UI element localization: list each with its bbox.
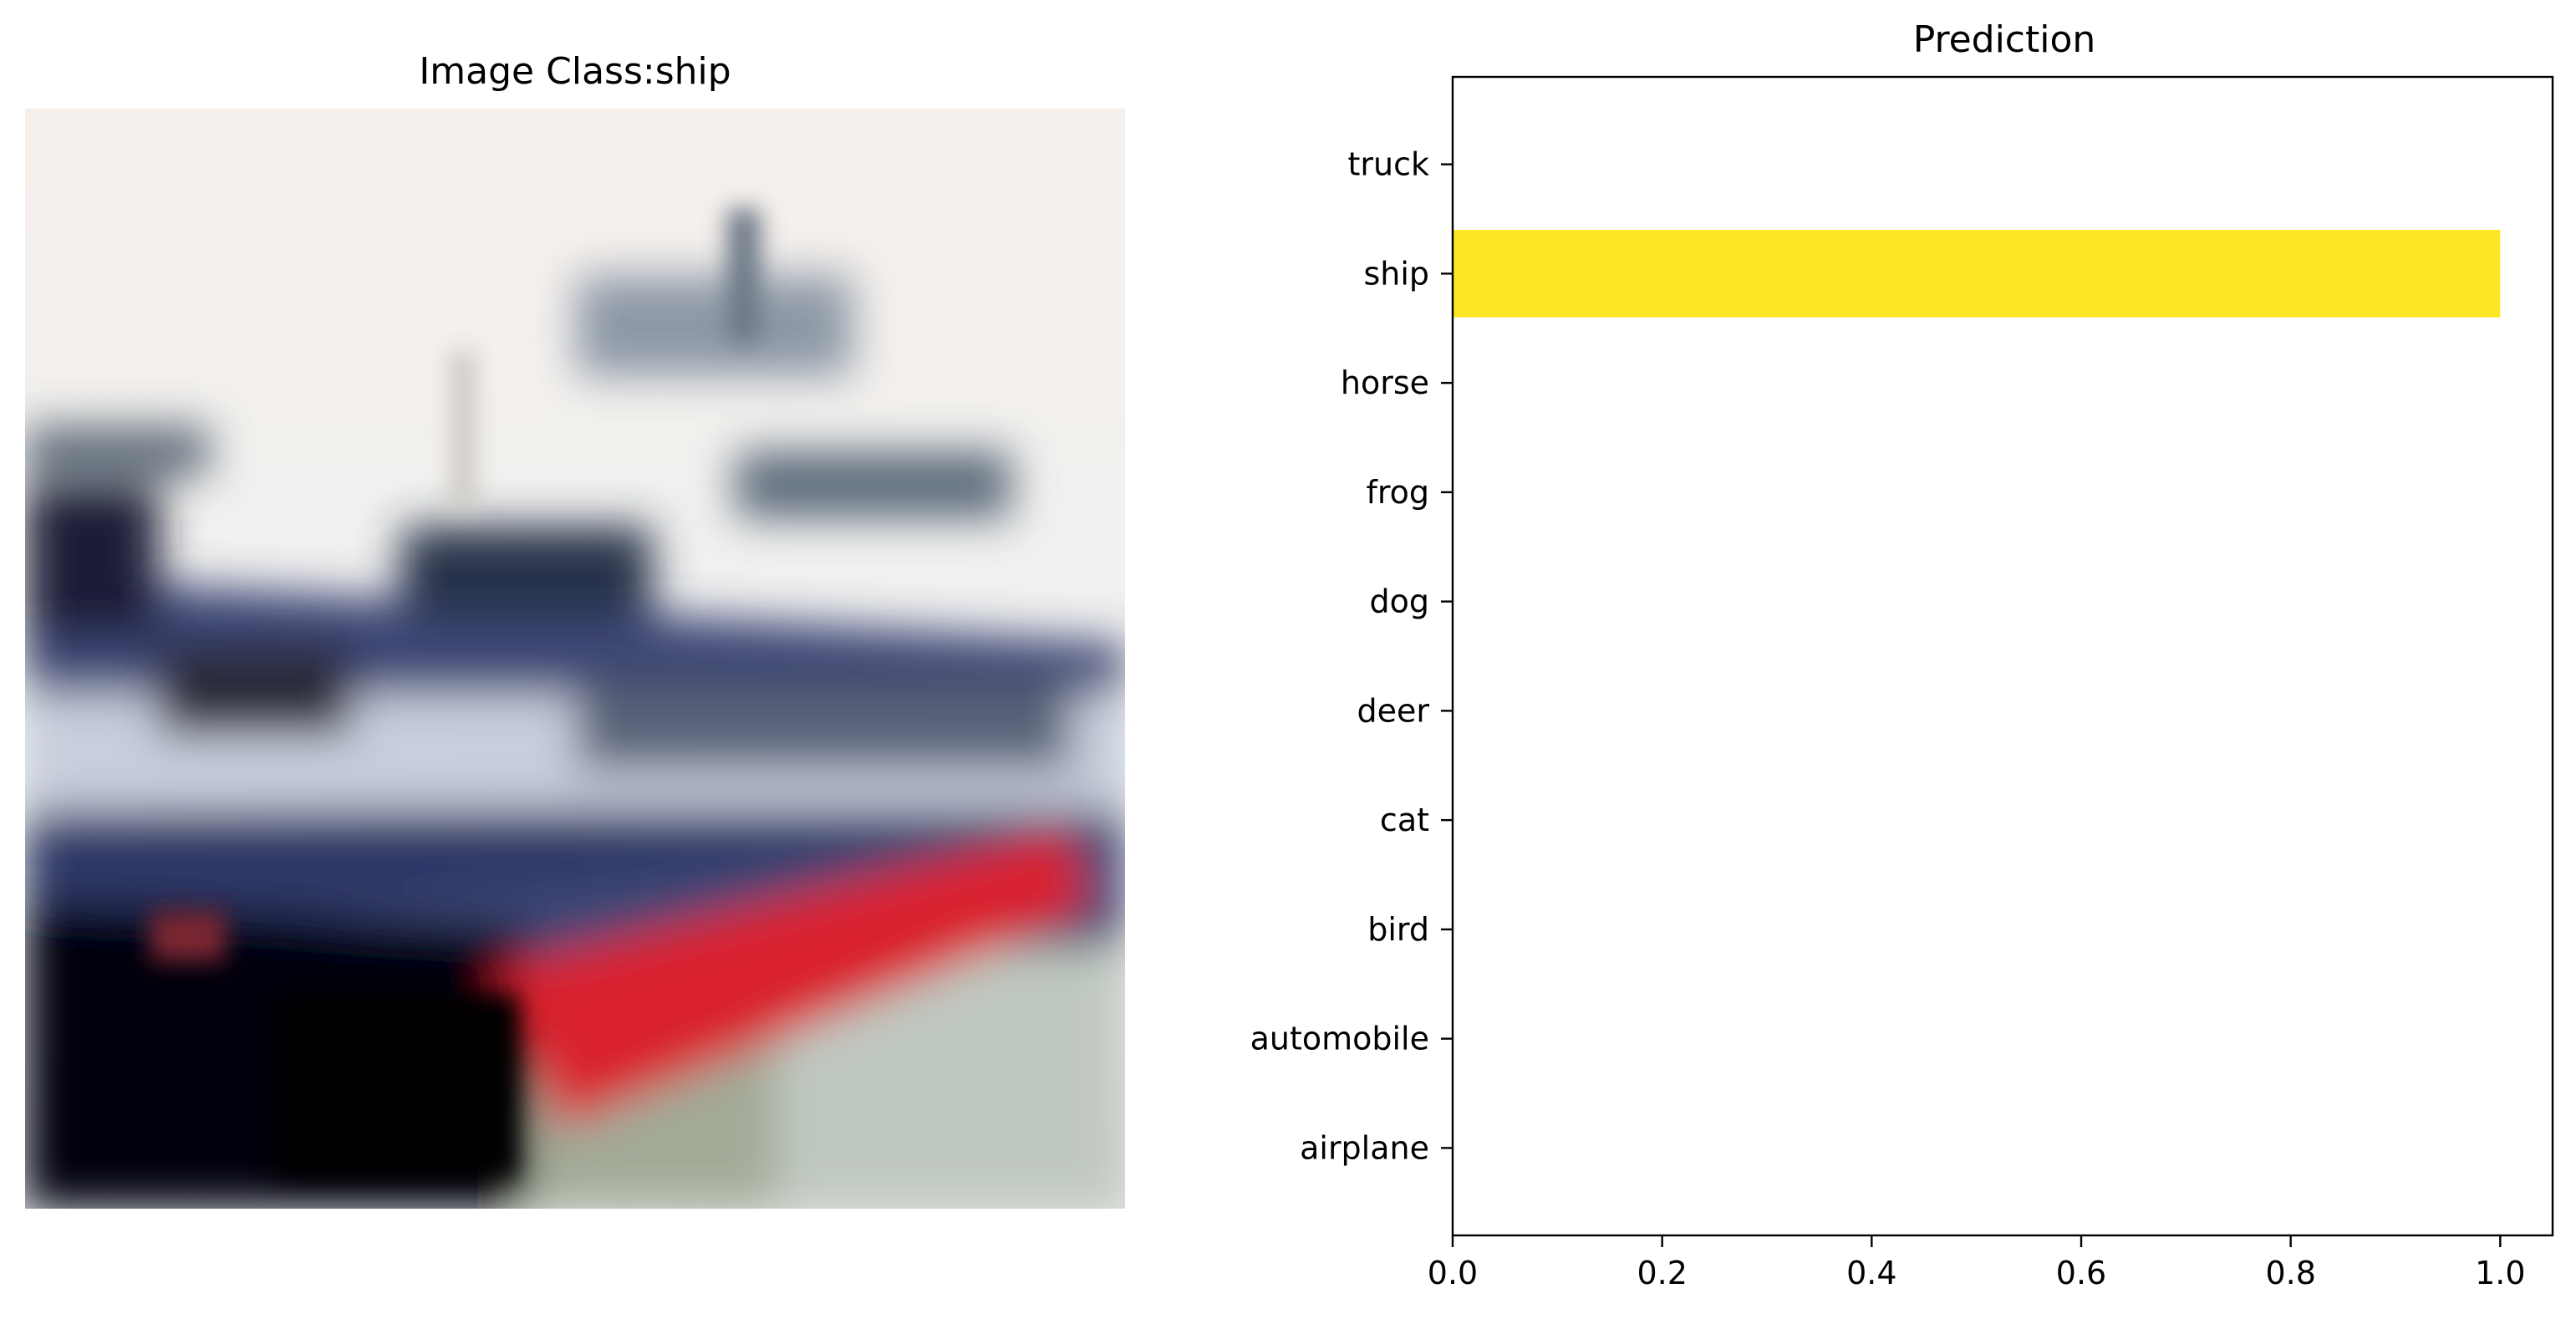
y-tick-label: bird	[1367, 911, 1429, 948]
y-tick-label: deer	[1357, 692, 1429, 729]
y-tick-label: ship	[1363, 255, 1429, 292]
x-tick-label: 0.6	[2056, 1255, 2106, 1291]
x-tick-label: 0.0	[1428, 1255, 1478, 1291]
image-title: Image Class:ship	[419, 50, 731, 93]
x-tick-label: 1.0	[2475, 1255, 2525, 1291]
y-tick-label: cat	[1380, 802, 1429, 838]
y-tick-label: dog	[1370, 583, 1430, 620]
chart-title: Prediction	[1912, 18, 2096, 61]
y-tick-label: frog	[1366, 474, 1429, 511]
x-tick-label: 0.2	[1637, 1255, 1687, 1291]
x-tick-label: 0.8	[2265, 1255, 2315, 1291]
x-tick-label: 0.4	[1846, 1255, 1896, 1291]
bar-ship	[1453, 230, 2501, 318]
plot-frame	[1451, 75, 2554, 1237]
y-tick-label: truck	[1347, 146, 1429, 183]
y-tick-label: airplane	[1300, 1129, 1429, 1166]
y-tick-label: automobile	[1250, 1021, 1429, 1057]
y-tick-label: horse	[1341, 364, 1429, 401]
ship-image	[25, 109, 1125, 1209]
